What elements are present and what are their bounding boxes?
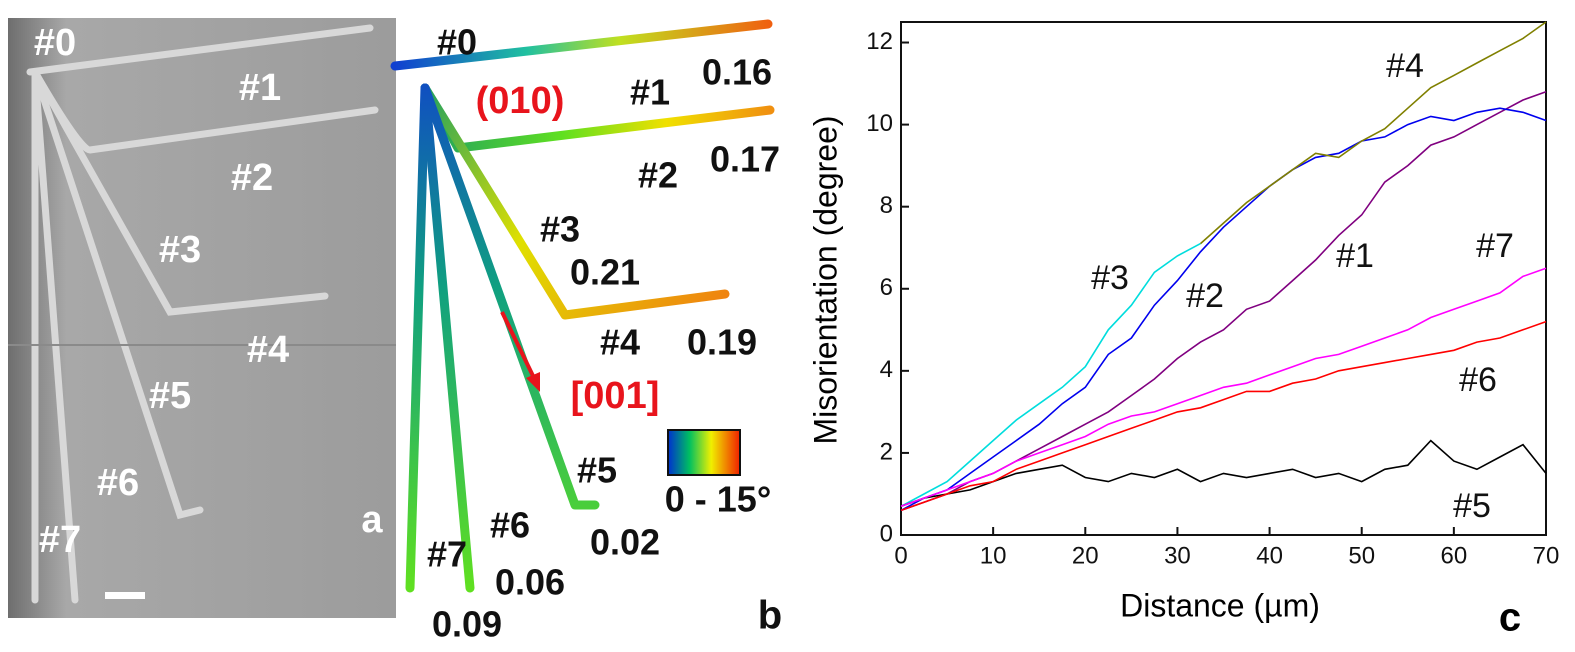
direction-label: [001]: [571, 375, 660, 417]
x-tick-label: 60: [1441, 542, 1468, 569]
beam-label: #7: [427, 534, 467, 575]
misorientation-rate: 0.17: [710, 139, 780, 180]
y-tick-label: 6: [880, 274, 893, 301]
misorientation-rate: 0.16: [702, 52, 772, 93]
data-line: [1199, 21, 1547, 245]
x-tick-label: 40: [1256, 542, 1283, 569]
x-axis-label: Distance (µm): [1120, 587, 1320, 623]
series-label: #2: [1186, 277, 1224, 315]
x-tick-label: 20: [1072, 542, 1099, 569]
panel-letter: b: [758, 594, 782, 638]
beam-label: #2: [231, 157, 273, 199]
x-tick-label: 10: [980, 542, 1007, 569]
misorientation-rate: 0.02: [590, 522, 660, 563]
data-line: [900, 267, 1547, 508]
panel-letter: c: [1499, 596, 1521, 640]
colorbar: [667, 429, 741, 476]
y-tick-label: 4: [880, 356, 893, 383]
series-label: #7: [1476, 227, 1514, 265]
y-tick-label: 2: [880, 438, 893, 465]
beam-label: #1: [630, 72, 670, 113]
panel-b: #0 #1 0.16 (010) #2 0.17 #3 0.21 #4 0.19…: [390, 19, 782, 645]
y-tick-label: 10: [866, 110, 893, 137]
beam-label: #2: [638, 155, 678, 196]
beam-label: #0: [34, 22, 76, 64]
y-tick-label: 8: [880, 192, 893, 219]
beam-label: #3: [540, 209, 580, 250]
misorientation-rate: 0.09: [432, 604, 502, 645]
misorientation-rate: 0.21: [570, 252, 640, 293]
beam-label: #4: [247, 329, 289, 371]
y-tick-label: 0: [880, 520, 893, 547]
series-label: #5: [1453, 487, 1491, 525]
plot-frame: [900, 21, 1547, 536]
beam-label: #6: [97, 462, 139, 504]
data-line: [900, 439, 1547, 508]
x-tick-label: 50: [1348, 542, 1375, 569]
data-line: [900, 320, 1547, 512]
beam-label: #4: [600, 322, 640, 363]
beam-label: #1: [239, 67, 281, 109]
x-tick-label: 70: [1533, 542, 1560, 569]
y-tick-label: 12: [866, 28, 893, 55]
y-axis-label: Misorientation (degree): [807, 115, 843, 444]
misorientation-rate: 0.06: [495, 562, 565, 603]
beam-label: #6: [490, 505, 530, 546]
ebsd-tracks: [390, 19, 775, 593]
beam-label: #3: [159, 229, 201, 271]
sem-beams: [26, 24, 379, 604]
series-label: #4: [1386, 47, 1424, 85]
panel-a: #0 #1 #2 #3 #4 #5 #6 #7 a: [8, 18, 396, 618]
beam-label: #5: [149, 375, 191, 417]
series-label: #6: [1459, 361, 1497, 399]
colorbar-label: 0 - 15°: [665, 479, 771, 520]
beam-label: #5: [577, 450, 617, 491]
series-label: #3: [1091, 259, 1129, 297]
misorientation-rate: 0.19: [687, 322, 757, 363]
x-tick-label: 0: [894, 542, 907, 569]
data-line: [900, 242, 1201, 508]
beam-label: #0: [437, 22, 477, 63]
plane-label: (010): [476, 80, 565, 122]
series-label: #1: [1336, 237, 1374, 275]
x-tick-label: 30: [1164, 542, 1191, 569]
panel-letter: a: [361, 499, 383, 541]
data-line: [900, 107, 1547, 512]
beam-label: #7: [39, 519, 81, 561]
